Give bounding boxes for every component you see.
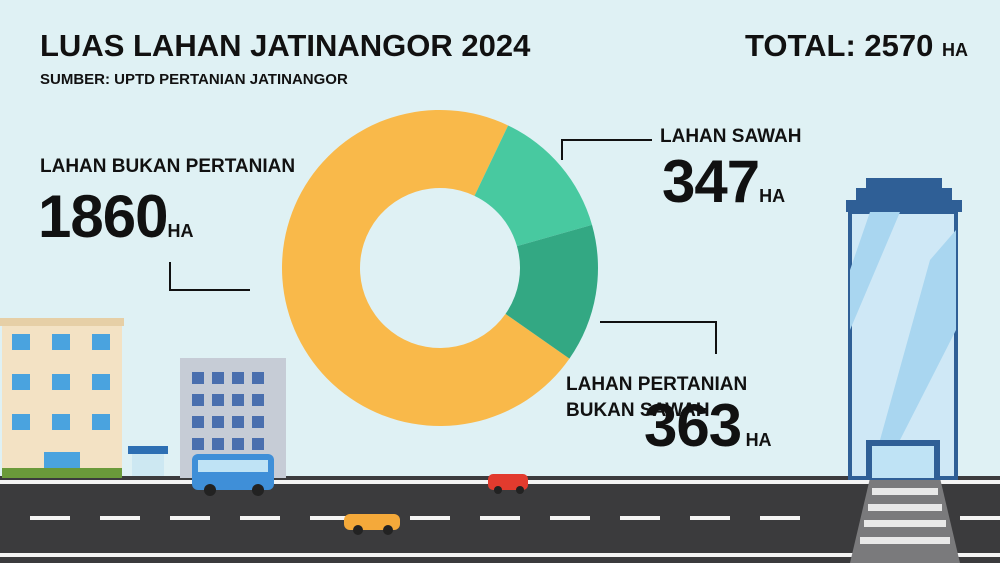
category-label: LAHAN SAWAH xyxy=(660,126,801,147)
donut-slice xyxy=(282,110,570,427)
chart-subtitle: SUMBER: UPTD PERTANIAN JATINANGOR xyxy=(40,71,348,88)
donut-slice xyxy=(474,125,592,247)
unit: HA xyxy=(942,40,968,60)
value-label: 1860 xyxy=(38,183,167,250)
value: 1860HA xyxy=(38,183,193,250)
leader-line xyxy=(561,139,652,160)
chart-title: LUAS LAHAN JATINANGOR 2024 xyxy=(40,28,531,63)
total-value: 2570 xyxy=(864,28,933,63)
category-label: LAHAN PERTANIAN BUKAN SAWAH xyxy=(566,374,748,421)
road-dashes xyxy=(30,516,1000,520)
zebra xyxy=(860,488,950,544)
donut-slice xyxy=(505,224,598,359)
total: TOTAL: 2570 HA xyxy=(745,28,968,63)
value-label: 347 xyxy=(662,148,759,215)
leader-line xyxy=(600,321,717,354)
category-label: LAHAN BUKAN PERTANIAN xyxy=(40,156,295,177)
value: 363 HA xyxy=(644,392,772,459)
unit: HA xyxy=(759,186,785,206)
total-label: TOTAL: xyxy=(745,28,856,63)
value-label: 363 xyxy=(644,392,741,459)
donut xyxy=(282,110,598,427)
unit: HA xyxy=(746,430,772,450)
road-line xyxy=(0,553,1000,557)
unit: HA xyxy=(167,221,193,241)
value: 347HA xyxy=(662,148,785,215)
leader-line xyxy=(169,262,250,291)
scenery xyxy=(0,178,1000,563)
